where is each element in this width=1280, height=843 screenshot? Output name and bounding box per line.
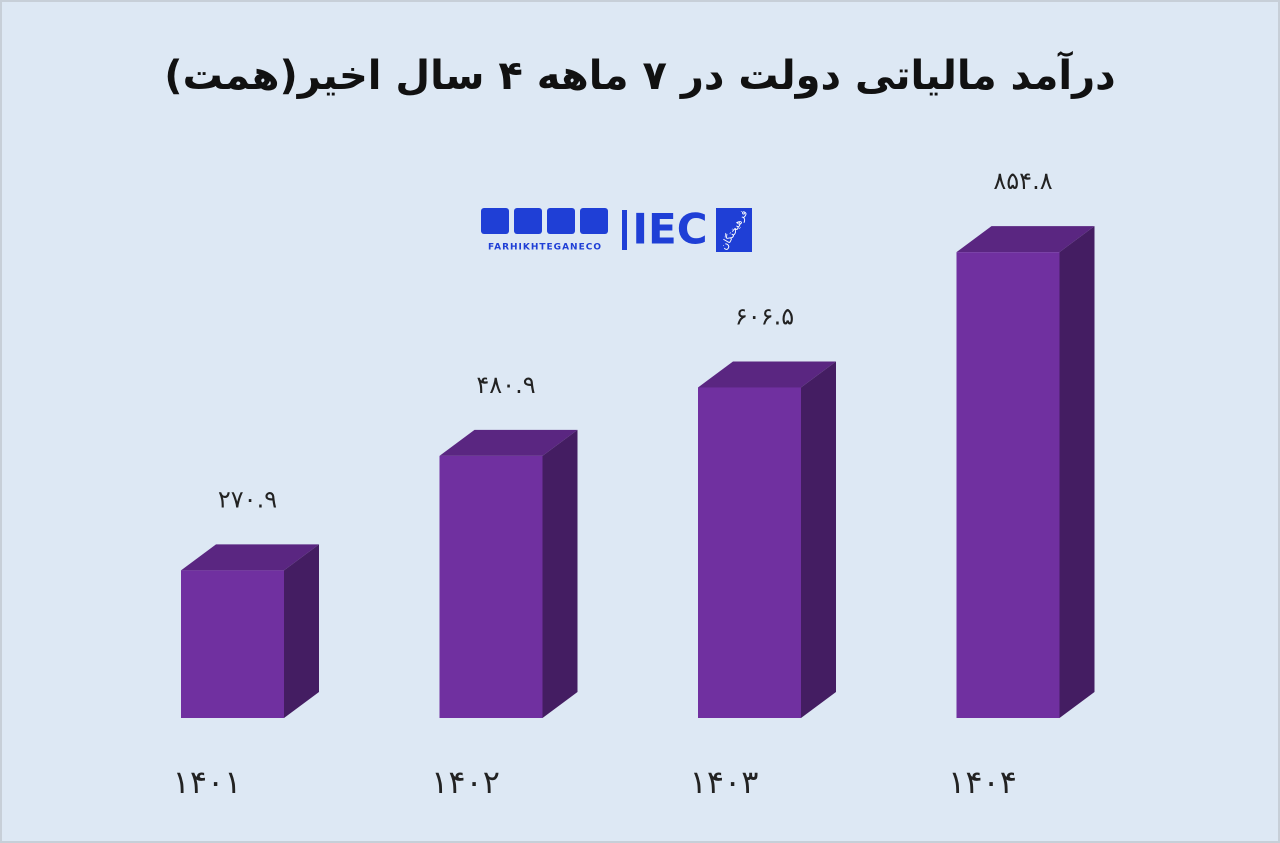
bar — [698, 387, 801, 718]
x-icon — [481, 208, 509, 234]
bar-top — [439, 429, 578, 456]
telegram-icon — [580, 208, 608, 234]
bar-side — [542, 429, 578, 718]
x-tick-label: ۱۴۰۴ — [948, 763, 1017, 801]
youtube-icon — [514, 208, 542, 234]
value-label: ۶۰۶.۵ — [735, 302, 794, 330]
bar-top — [956, 226, 1095, 253]
chart-title: درآمد مالیاتی دولت در ۷ ماهه ۴ سال اخیر(… — [164, 50, 1115, 99]
logo-box — [716, 208, 752, 252]
x-tick-label: ۱۴۰۱ — [173, 763, 242, 801]
logo-bar — [622, 210, 627, 250]
x-tick-label: ۱۴۰۲ — [431, 763, 500, 801]
logo-text: IEC — [632, 205, 707, 254]
bar-side — [284, 544, 319, 718]
bar — [181, 570, 284, 718]
bar-side — [801, 361, 836, 718]
value-label: ۲۷۰.۹ — [218, 485, 277, 513]
logo-caption: FARHIKHTEGANECO — [488, 243, 602, 253]
logo: IEC فرهیختگان FARHIKHTEGANECO — [481, 205, 752, 254]
value-label: ۸۵۴.۸ — [993, 167, 1052, 195]
x-tick-label: ۱۴۰۳ — [690, 763, 759, 801]
instagram-icon — [547, 208, 575, 234]
bar — [439, 455, 543, 718]
value-label: ۴۸۰.۹ — [476, 371, 535, 399]
bar-side — [1059, 226, 1095, 718]
bar — [956, 252, 1060, 718]
bar-top — [698, 361, 836, 388]
bar-top — [181, 544, 319, 571]
